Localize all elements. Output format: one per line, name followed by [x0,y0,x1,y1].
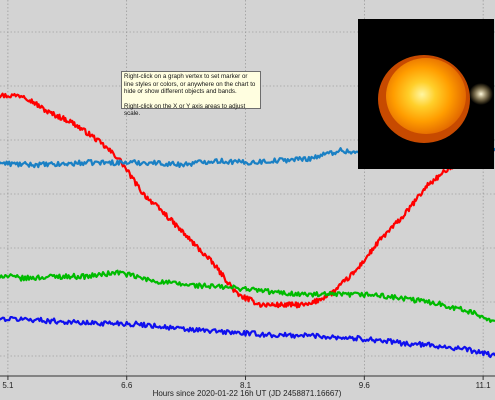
x-tick-label: 8.1 [240,381,252,390]
x-tick-label: 5.1 [2,381,14,390]
star-disk-icon [378,55,493,143]
x-tick-label: 9.6 [359,381,371,390]
series-line-4[interactable] [0,316,495,359]
tooltip-text-axis: Right-click on the X or Y axis areas to … [124,102,246,118]
x-tick-label: 6.6 [121,381,133,390]
series-line-3[interactable] [0,269,495,323]
star-disk-image [358,19,494,169]
series-layer [0,92,495,359]
x-axis-title: Hours since 2020-01-22 16h UT (JD 245887… [153,389,342,398]
series-line-1[interactable] [0,92,495,309]
x-axis[interactable]: 5.1 6.6 8.1 9.6 11.1 [2,376,491,390]
x-tick-label: 11.1 [476,381,492,390]
tooltip-text-vertex: Right-click on a graph vertex to set mar… [124,73,256,96]
help-tooltip: Right-click on a graph vertex to set mar… [121,71,261,117]
